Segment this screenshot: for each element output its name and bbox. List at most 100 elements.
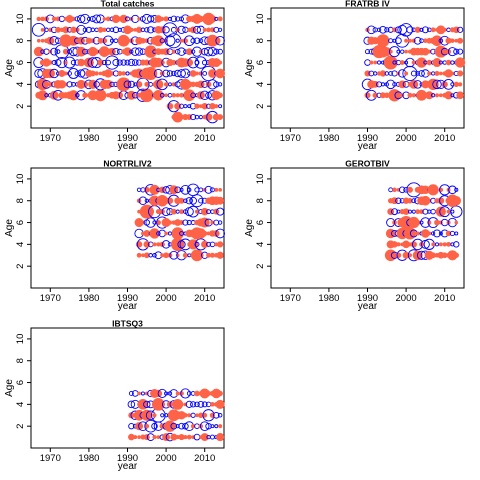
bubble-positive [136, 252, 142, 258]
bubble-negative [131, 59, 139, 66]
bubble-negative [431, 71, 436, 76]
x-tick-label: 1990 [117, 453, 138, 464]
bubble-positive [404, 49, 408, 54]
bubble-positive [215, 399, 225, 409]
bubble-negative [92, 14, 102, 24]
y-axis-label: Age [244, 59, 255, 77]
bubble-positive [457, 70, 464, 77]
bubble-positive [186, 434, 192, 440]
bubble-positive [133, 435, 138, 440]
bubble-series [361, 23, 466, 102]
bubble-negative [384, 27, 390, 33]
bubble-positive [453, 252, 459, 258]
bubble-negative [388, 71, 393, 76]
bubble-negative [105, 27, 111, 33]
bubble-positive [103, 79, 113, 89]
bubble-negative [147, 15, 155, 23]
bubble-positive [183, 413, 188, 418]
x-axis-label: year [358, 141, 378, 152]
plot-frame [30, 327, 225, 449]
bubble-positive [450, 38, 455, 43]
bubble-negative [218, 27, 223, 32]
bubble-positive [194, 103, 200, 109]
bubble-positive [159, 423, 165, 429]
bubble-positive [414, 219, 421, 226]
bubble-negative [193, 25, 201, 34]
bubble-positive [76, 46, 87, 57]
bubble-positive [194, 209, 199, 214]
bubble-negative [415, 71, 421, 76]
y-tick-label: 8 [255, 38, 266, 43]
panel-title: FRATRB IV [345, 0, 390, 9]
bubble-positive [210, 402, 215, 407]
bubble-positive [179, 209, 184, 215]
bubble-positive [437, 197, 445, 205]
bubble-negative [152, 253, 157, 258]
bubble-negative [164, 35, 176, 47]
bubble-negative [204, 185, 213, 194]
bubble-negative [421, 26, 429, 34]
bubble-negative [432, 229, 441, 238]
bubble-positive [164, 420, 176, 432]
bubble-positive [36, 38, 41, 43]
bubble-positive [438, 93, 443, 98]
bubble-negative [431, 93, 436, 98]
y-tick-label: 10 [15, 14, 26, 25]
bubble-negative [379, 26, 387, 34]
bubble-positive [434, 45, 447, 58]
bubble-negative [167, 16, 172, 21]
bubble-positive [451, 195, 462, 206]
bubble-positive [68, 35, 79, 46]
bubble-negative [213, 48, 220, 55]
bubble-negative [205, 422, 212, 430]
bubble-negative [167, 231, 172, 236]
bubble-positive [101, 92, 107, 98]
bubble-positive [33, 46, 44, 57]
bubble-positive [63, 82, 68, 87]
bubble-positive [149, 184, 160, 195]
bubble-negative [138, 196, 148, 205]
bubble-negative [31, 23, 46, 37]
bubble-negative [93, 81, 100, 88]
bubble-positive [217, 241, 224, 248]
bubble-negative [453, 241, 460, 248]
bubble-positive [434, 70, 440, 76]
bubble-negative [180, 388, 191, 399]
y-axis-label: Age [4, 59, 15, 77]
bubble-negative [171, 70, 177, 77]
bubble-negative [434, 242, 440, 247]
bubble-positive [198, 252, 204, 259]
bubble-positive [178, 197, 185, 204]
bubble-negative [184, 207, 194, 217]
x-axis-label: year [358, 301, 378, 312]
x-tick-label: 2010 [434, 293, 455, 304]
bubble-positive [435, 187, 439, 192]
bubble-positive [411, 60, 416, 65]
bubble-positive [179, 38, 184, 43]
bubble-positive [37, 90, 48, 101]
bubble-negative [193, 37, 201, 44]
x-tick-label: 2010 [434, 133, 455, 144]
y-tick-label: 2 [15, 424, 26, 429]
x-tick-label: 1970 [40, 133, 61, 144]
bubble-positive [94, 71, 99, 76]
bubble-positive [49, 90, 59, 100]
bubble-negative [170, 422, 178, 430]
x-tick-label: 1990 [117, 293, 138, 304]
bubble-negative [77, 14, 86, 24]
bubble-negative [213, 81, 220, 88]
bubble-negative [102, 35, 114, 46]
y-axis-label: Age [244, 219, 255, 237]
bubble-negative [202, 71, 208, 76]
x-tick-label: 1990 [357, 133, 378, 144]
bubble-negative [419, 220, 424, 225]
bubble-positive [153, 89, 164, 101]
bubble-positive [117, 70, 123, 77]
bubble-negative [136, 187, 142, 193]
bubble-negative [124, 59, 131, 66]
bubble-positive [158, 26, 166, 34]
bubble-positive [200, 207, 209, 216]
bubble-positive [364, 92, 371, 99]
bubble-negative [164, 391, 169, 396]
bubble-positive [82, 92, 88, 99]
